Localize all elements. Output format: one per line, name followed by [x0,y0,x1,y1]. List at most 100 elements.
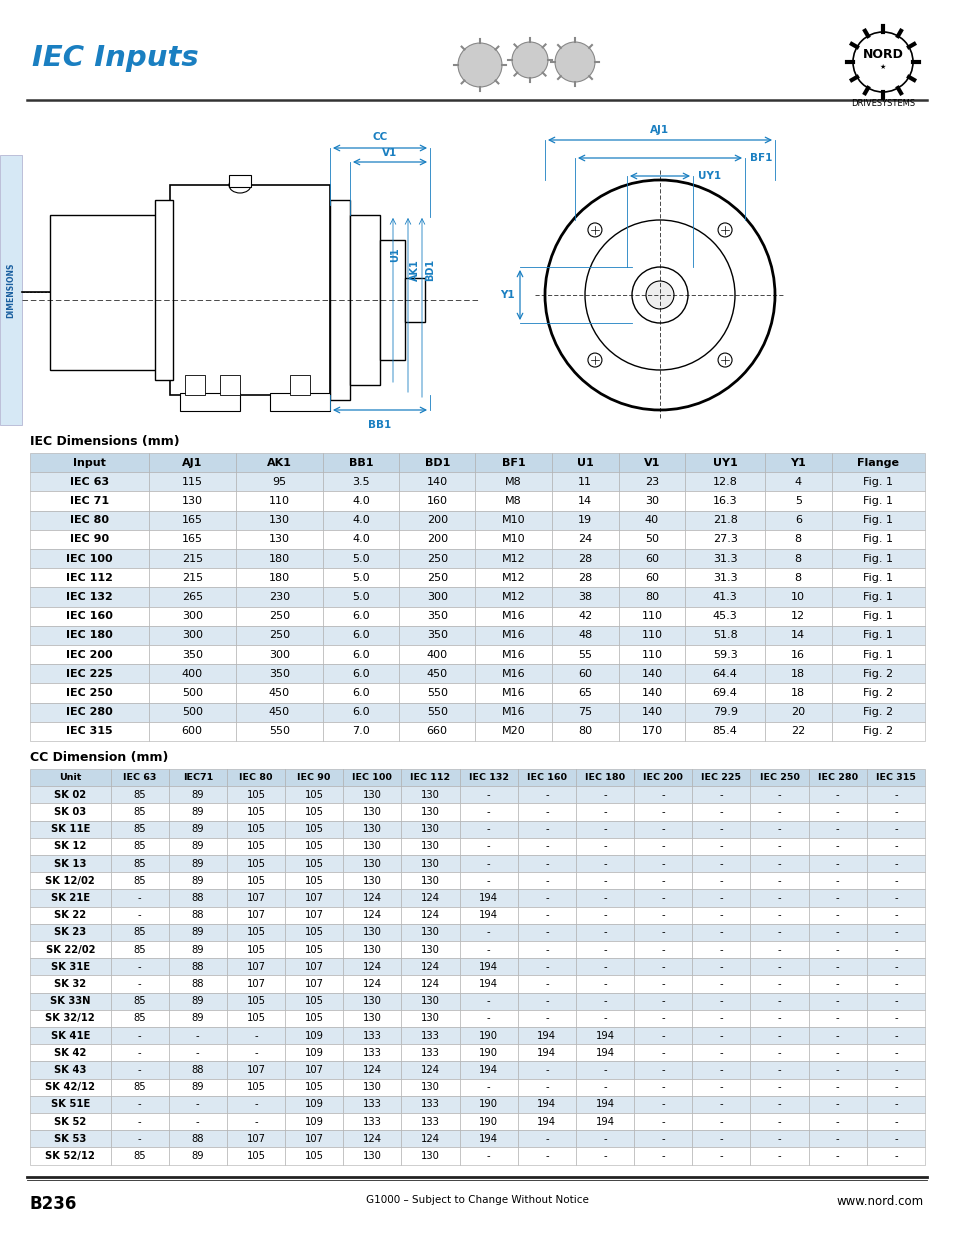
Bar [30,626,149,645]
Text: 95: 95 [272,477,286,487]
Bar [831,703,924,721]
Text: 85: 85 [133,945,146,955]
Bar [30,1147,111,1165]
Text: -: - [835,1151,839,1161]
Text: Fig. 1: Fig. 1 [862,496,892,506]
Text: 64.4: 64.4 [712,669,737,679]
Text: -: - [835,997,839,1007]
Bar [866,787,924,804]
Bar [808,1095,866,1113]
Bar [618,645,684,664]
Bar [401,906,459,924]
Bar [235,472,322,492]
Text: SK 32/12: SK 32/12 [46,1014,95,1024]
Bar [227,1028,285,1045]
Bar [285,941,343,958]
Bar [111,924,169,941]
Text: -: - [719,979,722,989]
Bar [692,1045,750,1061]
Bar [750,804,808,820]
Text: -: - [602,1134,606,1144]
Bar [227,1078,285,1095]
Bar [866,1095,924,1113]
Text: M8: M8 [505,496,521,506]
Text: 5: 5 [794,496,801,506]
Text: -: - [602,1065,606,1074]
Bar [401,1095,459,1113]
Bar [517,1113,576,1130]
Bar [831,453,924,472]
Text: -: - [486,790,490,800]
Text: -: - [777,858,781,868]
Text: 194: 194 [595,1030,614,1041]
Bar [459,769,517,787]
Text: -: - [660,841,664,851]
Bar [111,1078,169,1095]
Bar [692,855,750,872]
Bar [330,200,350,400]
Bar [459,855,517,872]
Text: 88: 88 [192,1134,204,1144]
Text: 16: 16 [790,650,804,659]
Bar [551,472,618,492]
Text: 130: 130 [362,1151,381,1161]
Bar [169,993,227,1010]
Bar [808,872,866,889]
Bar [866,1061,924,1078]
Text: 18: 18 [790,688,804,698]
Text: -: - [719,893,722,903]
Bar [692,872,750,889]
Text: M16: M16 [501,669,525,679]
Bar [517,1061,576,1078]
Text: -: - [893,979,897,989]
Bar [343,941,401,958]
Bar [750,1078,808,1095]
Bar [692,976,750,993]
Text: -: - [137,1134,141,1144]
Text: SK 22/02: SK 22/02 [46,945,95,955]
Text: -: - [719,876,722,885]
Bar [169,1028,227,1045]
Text: 5.0: 5.0 [352,573,369,583]
Bar [750,1045,808,1061]
Text: -: - [719,858,722,868]
Text: -: - [835,1030,839,1041]
Bar [764,510,831,530]
Bar [866,1078,924,1095]
Bar [576,1078,634,1095]
Text: 5.0: 5.0 [352,592,369,601]
Text: -: - [660,1047,664,1058]
Text: -: - [835,1047,839,1058]
Text: 124: 124 [420,1065,439,1074]
Bar [401,769,459,787]
Text: 105: 105 [304,858,323,868]
Text: -: - [602,1082,606,1092]
Text: 215: 215 [181,573,203,583]
Text: 124: 124 [362,1134,381,1144]
Text: 89: 89 [192,927,204,937]
Text: IEC 112: IEC 112 [66,573,112,583]
Bar [285,924,343,941]
Bar [401,1078,459,1095]
Text: -: - [777,997,781,1007]
Text: 133: 133 [420,1099,439,1109]
Bar [808,837,866,855]
Text: 550: 550 [426,688,447,698]
Text: 124: 124 [420,962,439,972]
Text: 300: 300 [182,611,203,621]
Text: 165: 165 [182,535,203,545]
Text: 105: 105 [246,858,265,868]
Text: G1000 – Subject to Change Without Notice: G1000 – Subject to Change Without Notice [365,1194,588,1204]
Text: 7.0: 7.0 [352,726,370,736]
Bar [285,958,343,976]
Text: 250: 250 [269,611,290,621]
Bar [285,1095,343,1113]
Text: -: - [253,1030,257,1041]
Text: -: - [544,1014,548,1024]
Text: 194: 194 [595,1099,614,1109]
Bar [576,872,634,889]
Text: 60: 60 [644,553,659,563]
Text: 130: 130 [362,824,381,834]
Bar [343,1010,401,1028]
Bar [169,1078,227,1095]
